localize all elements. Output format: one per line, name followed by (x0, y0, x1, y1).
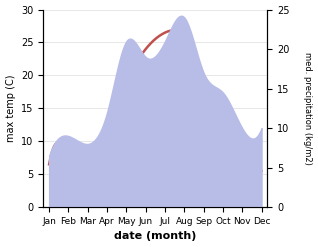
Y-axis label: med. precipitation (kg/m2): med. precipitation (kg/m2) (303, 52, 313, 165)
Y-axis label: max temp (C): max temp (C) (5, 75, 16, 142)
X-axis label: date (month): date (month) (114, 231, 197, 242)
